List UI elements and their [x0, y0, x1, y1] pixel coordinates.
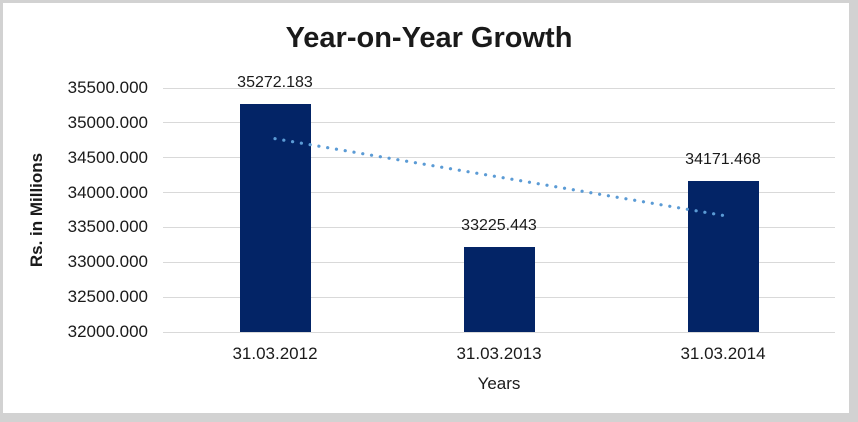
x-category-label: 31.03.2012 — [232, 344, 318, 363]
gridline — [163, 226, 835, 228]
y-tick-label: 32000.000 — [67, 322, 148, 341]
y-tick-label: 33000.000 — [67, 252, 148, 272]
y-tick-label: 35000.000 — [67, 112, 148, 132]
bar — [239, 103, 311, 332]
bar — [463, 246, 535, 332]
bar-value-label: 33225.443 — [461, 216, 537, 234]
gridline — [163, 122, 835, 124]
gridline — [163, 87, 835, 89]
y-tick-label: 35500.000 — [67, 78, 148, 97]
y-tick-label: 32500.000 — [67, 287, 148, 307]
bar-value-label: 34171.468 — [685, 150, 761, 168]
x-axis-title: Years — [477, 374, 521, 393]
bar-value-label: 35272.183 — [237, 73, 313, 91]
y-tick-label: 34000.000 — [67, 182, 148, 202]
y-axis-title: Rs. in Millions — [27, 152, 46, 268]
chart-title: Year-on-Year Growth — [285, 22, 573, 54]
x-category-label: 31.03.2013 — [456, 344, 542, 363]
bar — [687, 180, 759, 332]
y-tick-label: 34500.000 — [67, 147, 148, 167]
y-tick-label: 33500.000 — [67, 217, 148, 237]
gridline — [163, 331, 835, 333]
x-category-label: 31.03.2014 — [680, 344, 766, 363]
